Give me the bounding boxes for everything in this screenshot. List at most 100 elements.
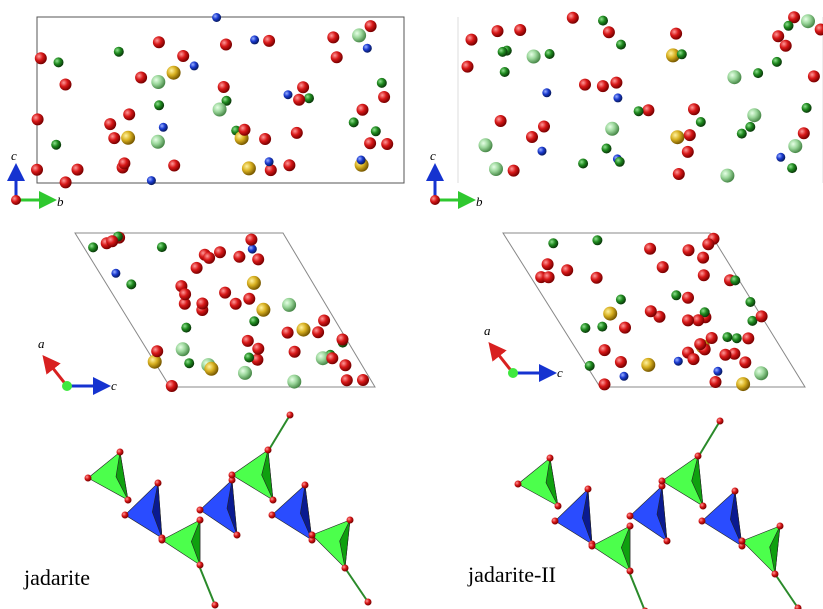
atom bbox=[259, 133, 271, 145]
atom bbox=[108, 132, 120, 144]
atom bbox=[627, 523, 634, 530]
atom bbox=[289, 346, 301, 358]
atom bbox=[727, 70, 741, 84]
atom bbox=[597, 322, 607, 332]
atom bbox=[309, 532, 316, 539]
caption: jadarite bbox=[23, 565, 90, 590]
atom bbox=[801, 14, 815, 28]
atom bbox=[147, 176, 156, 185]
atom bbox=[234, 532, 241, 539]
atom bbox=[239, 124, 251, 136]
atom bbox=[732, 488, 739, 495]
atom bbox=[197, 562, 204, 569]
atom bbox=[197, 507, 204, 514]
atom bbox=[670, 130, 684, 144]
atom bbox=[245, 234, 257, 246]
atom bbox=[104, 118, 116, 130]
atom bbox=[244, 353, 254, 363]
atom bbox=[642, 104, 654, 116]
atom bbox=[700, 503, 707, 510]
atom bbox=[349, 117, 359, 127]
polyhedra bbox=[85, 412, 802, 609]
atom bbox=[567, 12, 579, 24]
atom bbox=[256, 303, 270, 317]
atom bbox=[371, 126, 381, 136]
atom bbox=[159, 537, 166, 544]
axis-label: c bbox=[557, 365, 563, 380]
atom bbox=[197, 517, 204, 524]
atom bbox=[683, 244, 695, 256]
atom bbox=[702, 238, 714, 250]
atom bbox=[155, 480, 162, 487]
atom bbox=[627, 513, 634, 520]
atom bbox=[190, 61, 199, 70]
atom bbox=[252, 253, 264, 265]
atom bbox=[282, 327, 294, 339]
atom bbox=[492, 25, 504, 37]
atom bbox=[159, 123, 168, 132]
atom bbox=[730, 275, 740, 285]
atom bbox=[229, 472, 236, 479]
atom bbox=[339, 359, 351, 371]
atom bbox=[610, 77, 622, 89]
atom bbox=[545, 49, 555, 59]
atom bbox=[815, 24, 823, 36]
atom bbox=[552, 518, 559, 525]
atom bbox=[699, 518, 706, 525]
atom bbox=[270, 497, 277, 504]
atom bbox=[191, 262, 203, 274]
atom bbox=[214, 246, 226, 258]
atom bbox=[242, 161, 256, 175]
atom bbox=[88, 242, 98, 252]
atom bbox=[248, 245, 257, 254]
atom bbox=[538, 147, 547, 156]
atoms bbox=[31, 11, 823, 392]
atom bbox=[673, 168, 685, 180]
atom bbox=[204, 362, 218, 376]
atom bbox=[787, 163, 797, 173]
axis-label: c bbox=[111, 378, 117, 393]
atom bbox=[527, 50, 541, 64]
atom bbox=[342, 565, 349, 572]
axis-label: b bbox=[476, 194, 483, 209]
atom bbox=[616, 295, 626, 305]
atom bbox=[249, 316, 259, 326]
atom bbox=[555, 503, 562, 510]
atom bbox=[489, 162, 503, 176]
atom bbox=[495, 115, 507, 127]
bond bbox=[775, 574, 798, 608]
atom bbox=[585, 486, 592, 493]
atom bbox=[302, 482, 309, 489]
atom bbox=[710, 376, 722, 388]
atom bbox=[35, 52, 47, 64]
atom bbox=[547, 455, 554, 462]
atom bbox=[641, 358, 655, 372]
atom bbox=[213, 103, 227, 117]
atom bbox=[616, 40, 626, 50]
atom bbox=[341, 374, 353, 386]
atom bbox=[739, 356, 751, 368]
atom bbox=[671, 290, 681, 300]
atom bbox=[585, 361, 595, 371]
atom bbox=[166, 380, 178, 392]
atom bbox=[218, 81, 230, 93]
atom bbox=[747, 108, 761, 122]
atom bbox=[736, 377, 750, 391]
atom bbox=[60, 79, 72, 91]
atom bbox=[670, 28, 682, 40]
atom bbox=[151, 345, 163, 357]
atom bbox=[252, 343, 264, 355]
atom bbox=[364, 137, 376, 149]
atom bbox=[657, 261, 669, 273]
atom bbox=[732, 333, 742, 343]
atom bbox=[682, 292, 694, 304]
atom bbox=[122, 512, 129, 519]
atom bbox=[363, 44, 372, 53]
atom bbox=[788, 139, 802, 153]
atom bbox=[153, 36, 165, 48]
atom bbox=[688, 103, 700, 115]
bond bbox=[630, 574, 645, 609]
axis-label: a bbox=[484, 323, 491, 338]
atom bbox=[538, 121, 550, 133]
atom bbox=[542, 88, 551, 97]
